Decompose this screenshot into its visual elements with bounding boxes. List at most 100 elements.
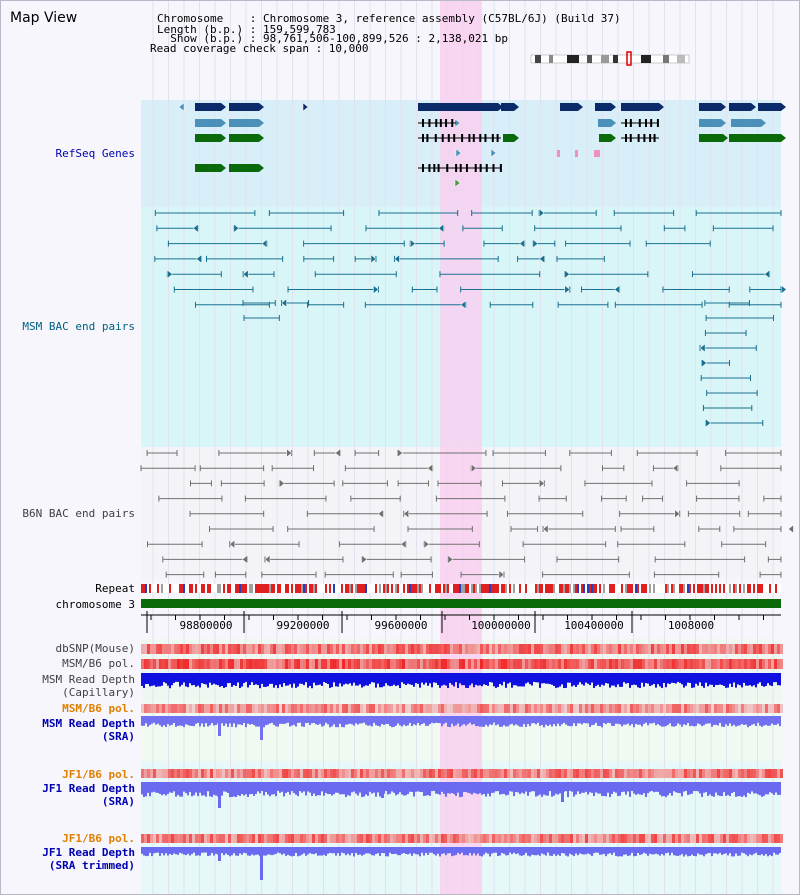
depth-bar — [251, 716, 253, 725]
repeat-element — [593, 584, 595, 593]
gene-exon — [441, 134, 444, 142]
feature-arrow — [373, 284, 379, 295]
gene-direction — [221, 134, 226, 142]
heat-cell — [501, 644, 504, 654]
heat-cell — [282, 659, 285, 669]
depth-bar — [283, 673, 285, 684]
heat-cell — [678, 659, 681, 669]
repeat-element — [431, 584, 433, 593]
depth-bar — [539, 716, 541, 726]
depth-bar — [233, 782, 235, 797]
repeat-element — [777, 584, 779, 593]
depth-bar — [477, 673, 479, 686]
depth-bar — [181, 782, 183, 797]
repeat-element — [155, 584, 157, 593]
depth-bar — [767, 847, 769, 857]
depth-bar — [353, 716, 355, 726]
heat-cell — [285, 834, 288, 843]
depth-bar — [739, 673, 741, 686]
depth-bar — [681, 716, 683, 727]
depth-bar — [775, 716, 777, 725]
feature-arrow — [241, 554, 248, 564]
depth-bar — [459, 847, 461, 855]
depth-bar — [355, 716, 357, 724]
depth-bar — [337, 782, 339, 793]
depth-bar — [215, 716, 217, 726]
heat-cell — [669, 659, 672, 669]
depth-bar — [437, 782, 439, 794]
depth-bar — [263, 782, 265, 796]
depth-bar — [623, 716, 625, 725]
heat-cell — [552, 644, 555, 654]
depth-bar — [519, 716, 521, 727]
depth-bar — [661, 673, 663, 689]
depth-bar — [339, 782, 341, 795]
depth-bar — [755, 673, 757, 688]
heat-cell — [315, 659, 318, 669]
depth-bar — [475, 782, 477, 794]
depth-bar — [717, 716, 719, 726]
depth-bar — [317, 716, 319, 725]
heat-cell — [222, 834, 225, 843]
track-label-b6n-bac[interactable]: B6N BAC end pairs — [22, 507, 135, 520]
heat-cell — [540, 704, 543, 713]
depth-bar — [323, 782, 325, 796]
repeat-element — [627, 584, 629, 593]
depth-bar — [743, 782, 745, 796]
depth-bar — [407, 716, 409, 726]
heat-cell — [243, 704, 246, 713]
heat-cell — [393, 769, 396, 778]
heat-cell — [465, 704, 468, 713]
depth-bar — [647, 847, 649, 856]
depth-bar — [187, 782, 189, 796]
heat-cell — [528, 704, 531, 713]
depth-bar — [717, 847, 719, 855]
heat-cell — [669, 704, 672, 713]
depth-bar — [459, 716, 461, 727]
feature-arrow — [242, 269, 249, 279]
repeat-element — [201, 584, 203, 593]
depth-bar — [583, 673, 585, 686]
heat-cell — [195, 769, 198, 778]
depth-bar — [531, 782, 533, 792]
depth-bar — [567, 673, 569, 683]
heat-cell — [762, 659, 765, 669]
depth-bar — [227, 782, 229, 793]
depth-bar — [425, 716, 427, 726]
heat-cell — [552, 769, 555, 778]
depth-bar — [675, 716, 677, 726]
heat-cell — [756, 704, 759, 713]
heat-cell — [357, 659, 360, 669]
heat-cell — [582, 659, 585, 669]
depth-bar — [445, 847, 447, 856]
heat-cell — [558, 659, 561, 669]
heat-cell — [240, 644, 243, 654]
heat-cell — [426, 769, 429, 778]
feature-arrow — [519, 239, 525, 249]
heat-cell — [504, 769, 507, 778]
depth-bar — [609, 847, 611, 854]
depth-bar — [253, 847, 255, 856]
depth-bar — [479, 716, 481, 727]
depth-bar — [637, 716, 639, 725]
heat-cell — [780, 769, 783, 778]
depth-bar — [403, 847, 405, 854]
depth-bar — [363, 716, 365, 723]
depth-bar — [595, 716, 597, 723]
depth-bar — [353, 782, 355, 792]
gene-feature — [758, 103, 781, 111]
heat-cell — [447, 769, 450, 778]
heat-cell — [414, 659, 417, 669]
track-label-msm-bac[interactable]: MSM BAC end pairs — [22, 320, 135, 333]
coverage-span-info: Read coverage check span : 10,000 — [150, 42, 369, 55]
track-label-msm-pol-1: MSM/B6 pol. — [62, 657, 135, 670]
depth-bar — [701, 782, 703, 797]
heat-cell — [408, 769, 411, 778]
track-label-refseq[interactable]: RefSeq Genes — [55, 147, 135, 160]
selection-highlight — [440, 1, 482, 894]
heat-cell — [402, 704, 405, 713]
gene-feature — [595, 103, 611, 111]
heat-cell — [348, 644, 351, 654]
depth-bar — [697, 716, 699, 724]
